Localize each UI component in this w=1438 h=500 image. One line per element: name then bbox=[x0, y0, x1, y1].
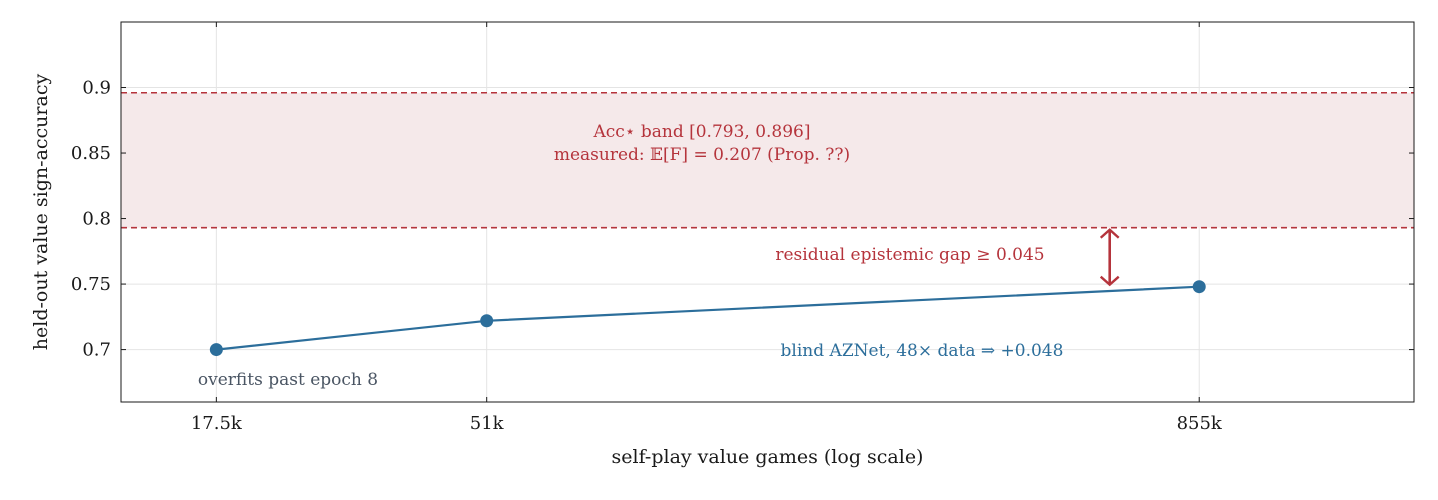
gap-arrow-head-bottom bbox=[1099, 275, 1120, 287]
y-tick-label: 0.7 bbox=[82, 340, 111, 361]
plot-frame bbox=[120, 21, 1415, 403]
data-point bbox=[1192, 280, 1206, 294]
accuracy-band bbox=[121, 92, 1414, 228]
x-axis-label: self-play value games (log scale) bbox=[612, 446, 924, 468]
data-point bbox=[209, 343, 223, 357]
axis-ticks: 17.5k 51k 855k 0.7 0.75 0.8 0.85 0.9 bbox=[71, 22, 1414, 434]
overfit-annotation: overfits past epoch 8 bbox=[198, 370, 378, 390]
x-tick-label: 51k bbox=[470, 413, 505, 434]
band-label-line2: measured: 𝔼[F] = 0.207 (Prop. ??) bbox=[554, 145, 850, 165]
gap-annotation: residual epistemic gap ≥ 0.045 bbox=[775, 245, 1044, 265]
blind-annotation: blind AZNet, 48× data ⇒ +0.048 bbox=[781, 341, 1064, 361]
x-tick-label: 855k bbox=[1177, 413, 1223, 434]
y-tick-label: 0.85 bbox=[71, 143, 111, 164]
y-tick-label: 0.9 bbox=[82, 78, 111, 99]
y-tick-label: 0.8 bbox=[82, 209, 111, 230]
y-axis-label: held-out value sign-accuracy bbox=[30, 74, 52, 351]
data-point bbox=[480, 314, 494, 328]
gap-arrow bbox=[1099, 228, 1120, 287]
band-label-line1: Acc⋆ band [0.793, 0.896] bbox=[592, 122, 810, 142]
y-tick-label: 0.75 bbox=[71, 274, 111, 295]
series-0 bbox=[209, 280, 1206, 357]
gap-arrow-head-top bbox=[1099, 228, 1120, 239]
x-tick-label: 17.5k bbox=[191, 413, 243, 434]
